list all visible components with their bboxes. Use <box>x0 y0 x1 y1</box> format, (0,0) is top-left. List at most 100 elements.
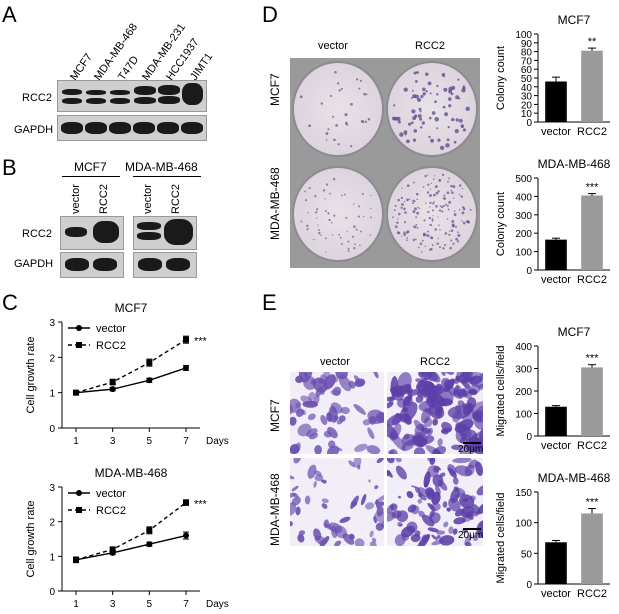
cell <box>334 540 342 546</box>
colony <box>370 194 372 197</box>
y-axis-label: Colony count <box>495 192 507 256</box>
colony <box>440 205 444 209</box>
colony <box>446 191 450 195</box>
colony <box>415 238 417 241</box>
data-point <box>146 541 153 548</box>
texture <box>387 372 483 454</box>
significance-marker: *** <box>586 353 600 365</box>
cell <box>310 379 316 385</box>
colony <box>396 221 399 225</box>
panel-b-row-gapdh: GAPDH <box>14 258 54 270</box>
colony <box>447 126 450 129</box>
cell <box>437 479 448 491</box>
colony <box>412 199 415 203</box>
colony <box>430 237 433 240</box>
colony <box>325 251 327 253</box>
colony <box>444 243 447 246</box>
colony <box>403 87 408 92</box>
colony <box>431 219 434 222</box>
cell <box>298 372 313 383</box>
cell <box>438 472 446 478</box>
colony <box>416 71 419 74</box>
colony <box>427 183 430 186</box>
series-line <box>75 367 187 394</box>
colony <box>436 242 439 245</box>
colony <box>318 231 321 235</box>
migration-image-mcf7-rcc2 <box>387 372 483 454</box>
colony <box>458 209 461 211</box>
cell <box>342 533 355 545</box>
colony <box>457 78 460 81</box>
x-tick-label: vector <box>541 126 571 138</box>
cell <box>427 527 439 533</box>
colony <box>442 197 444 199</box>
cell <box>387 512 396 522</box>
cell <box>461 433 468 441</box>
cell <box>430 503 441 512</box>
colony <box>338 89 341 92</box>
colony <box>420 94 424 99</box>
cell <box>367 427 375 440</box>
y-tick-label: 0 <box>49 587 55 598</box>
colony <box>428 135 431 139</box>
cell <box>290 403 293 415</box>
colony <box>444 112 449 117</box>
colony <box>450 92 454 96</box>
cell <box>459 444 474 454</box>
panel-b-lane-label: RCC2 <box>170 184 182 214</box>
y-tick-label: 1 <box>49 552 55 563</box>
cell <box>390 503 398 511</box>
colony <box>439 229 441 231</box>
x-tick-label: 3 <box>110 599 116 610</box>
colony <box>437 138 441 142</box>
bar <box>581 513 603 584</box>
colony <box>425 234 428 236</box>
colony <box>406 198 409 202</box>
y-tick-label: 2 <box>49 518 55 529</box>
cell <box>321 498 329 504</box>
panel-d-row-mda: MDA-MB-468 <box>268 167 282 240</box>
colony <box>370 207 372 210</box>
colony <box>448 177 451 180</box>
colony <box>413 225 417 229</box>
cell <box>452 476 459 485</box>
cell <box>423 417 433 428</box>
cell <box>465 372 483 388</box>
cell <box>290 502 297 516</box>
panel-b-blot-gapdh-1 <box>60 252 124 278</box>
colony <box>451 117 455 122</box>
colony <box>419 207 421 209</box>
cell <box>441 429 449 435</box>
chart-title: MDA-MB-468 <box>538 471 611 485</box>
cell <box>397 495 401 499</box>
colony <box>359 244 361 247</box>
colony <box>446 218 449 220</box>
colony <box>347 240 349 243</box>
colony <box>394 225 398 229</box>
colony <box>324 237 327 240</box>
data-point <box>146 359 153 366</box>
cell <box>295 402 302 409</box>
colony <box>308 124 312 128</box>
colony <box>419 117 423 121</box>
colony <box>461 125 464 129</box>
significance-marker: *** <box>194 499 208 511</box>
colony <box>400 196 404 199</box>
colony <box>429 201 432 205</box>
cell <box>349 533 355 540</box>
cell <box>354 443 368 452</box>
cell <box>399 524 403 527</box>
cell <box>441 421 453 432</box>
colony <box>442 204 445 207</box>
y-tick-label: 200 <box>515 387 532 398</box>
colony <box>320 102 324 105</box>
colony <box>333 214 336 217</box>
panel-a-blot-gapdh <box>57 115 207 141</box>
colony <box>317 224 319 226</box>
colony <box>422 87 426 92</box>
cell <box>313 480 317 488</box>
colony <box>344 113 348 117</box>
colony <box>357 215 360 218</box>
colony <box>453 213 457 216</box>
cell <box>418 493 427 501</box>
